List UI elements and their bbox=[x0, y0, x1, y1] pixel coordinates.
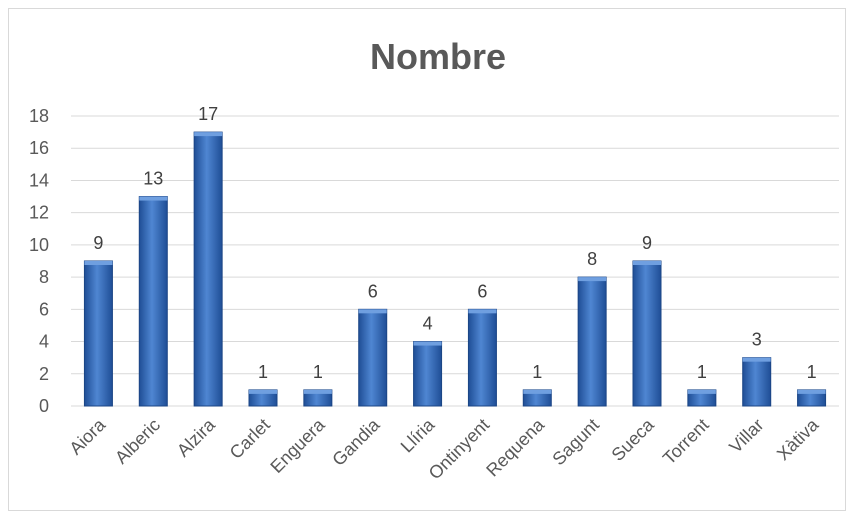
data-label: 9 bbox=[642, 233, 652, 253]
bar-cap bbox=[194, 132, 223, 137]
y-tick-label: 6 bbox=[39, 299, 49, 319]
bar-cap bbox=[578, 277, 607, 282]
x-tick-label: Requena bbox=[482, 414, 549, 481]
x-tick-label: Sueca bbox=[608, 414, 659, 465]
x-tick-label: Xàtiva bbox=[773, 414, 823, 464]
bar-cap bbox=[358, 309, 387, 314]
y-tick-label: 0 bbox=[39, 396, 49, 416]
data-label: 1 bbox=[532, 362, 542, 382]
data-label: 9 bbox=[93, 233, 103, 253]
x-tick-label: Carlet bbox=[226, 415, 274, 463]
bar-sueca bbox=[632, 260, 662, 407]
data-label: 6 bbox=[368, 281, 378, 301]
chart-title: Nombre bbox=[370, 36, 506, 77]
y-tick-label: 16 bbox=[29, 138, 49, 158]
x-tick-label: Ontinyent bbox=[425, 415, 494, 484]
bar-cap bbox=[249, 389, 277, 394]
x-tick-label: Sagunt bbox=[548, 415, 602, 469]
bar-cap bbox=[139, 196, 168, 201]
x-tick-label: Aiora bbox=[65, 414, 110, 459]
y-tick-label: 8 bbox=[39, 267, 49, 287]
data-label: 4 bbox=[423, 314, 433, 334]
y-tick-label: 18 bbox=[29, 106, 49, 126]
bar-cap bbox=[687, 389, 716, 394]
bar-sagunt bbox=[577, 276, 607, 407]
bar-cap bbox=[413, 341, 442, 346]
x-tick-label: Alberic bbox=[111, 415, 164, 468]
bar-cap bbox=[303, 389, 332, 394]
bar-cap bbox=[523, 389, 552, 394]
bar-ontinyent bbox=[467, 308, 497, 407]
data-label: 1 bbox=[697, 362, 707, 382]
y-tick-label: 4 bbox=[39, 332, 49, 352]
x-tick-label: Enguera bbox=[266, 414, 329, 477]
x-tick-label: Alzira bbox=[173, 414, 220, 461]
bar-alzira bbox=[193, 131, 223, 407]
y-tick-label: 2 bbox=[39, 364, 49, 384]
bar-aiora bbox=[83, 260, 113, 407]
bar-llíria bbox=[413, 341, 443, 407]
bar-cap bbox=[468, 309, 497, 314]
bar-alberic bbox=[138, 196, 168, 407]
bar-cap bbox=[797, 389, 826, 394]
data-label: 17 bbox=[198, 104, 218, 124]
y-tick-label: 10 bbox=[29, 235, 49, 255]
data-label: 3 bbox=[752, 330, 762, 350]
x-tick-label: Villar bbox=[725, 415, 767, 457]
bar-gandia bbox=[358, 308, 388, 407]
data-label: 6 bbox=[477, 281, 487, 301]
data-label: 8 bbox=[587, 249, 597, 269]
data-label: 1 bbox=[313, 362, 323, 382]
data-label: 1 bbox=[807, 362, 817, 382]
x-tick-label: Torrent bbox=[659, 415, 713, 469]
chart-area: Nombre 0 2 4 6 8 10 12 14 16 18 9 13 17 1 1 6 4 6 1 8 9 1 3 1 … bbox=[8, 8, 846, 511]
data-label: 1 bbox=[258, 362, 268, 382]
y-tick-label: 12 bbox=[29, 203, 49, 223]
bar-villar bbox=[742, 357, 772, 407]
x-tick-label: Gandia bbox=[328, 414, 384, 470]
bar-cap bbox=[633, 261, 661, 265]
data-label: 13 bbox=[143, 169, 163, 189]
y-tick-label: 14 bbox=[29, 170, 49, 190]
bar-cap bbox=[742, 357, 771, 362]
bar-cap bbox=[84, 261, 113, 265]
x-tick-label: Llíria bbox=[397, 414, 439, 456]
